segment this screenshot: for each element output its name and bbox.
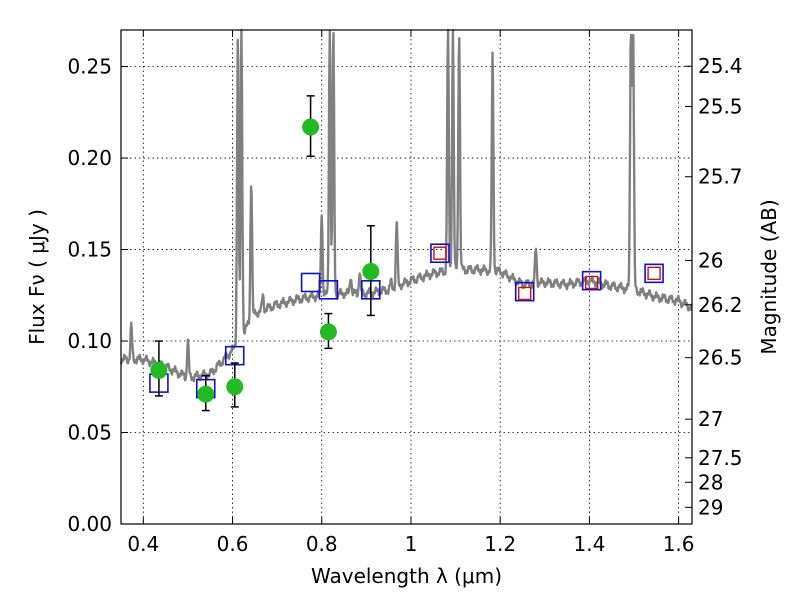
x-tick-label: 0.6: [217, 532, 249, 556]
right-tick-label: 26.5: [698, 346, 743, 370]
observed-photometry-point: [319, 323, 337, 341]
right-tick-label: 27: [698, 407, 723, 431]
plot-frame: [120, 29, 693, 525]
model-photometry-square: [514, 281, 535, 302]
observed-photometry-point: [197, 385, 215, 403]
spectrum-layer: [119, 28, 693, 383]
y-tick-label: 0.15: [67, 238, 112, 262]
model-photometry-square: [581, 270, 602, 291]
right-tick-label: 27.5: [698, 446, 743, 470]
x-axis-title: Wavelength λ (μm): [311, 564, 502, 588]
y-axis-title: Flux Fν ( μJy ): [25, 209, 49, 345]
y-tick-label: 0.20: [67, 146, 112, 170]
x-tick-label: 0.4: [127, 532, 159, 556]
model-photometry-square: [300, 272, 321, 293]
observed-photometry-point: [302, 118, 320, 136]
model-photometry-square-red: [518, 286, 532, 301]
y-tick-label: 0.05: [67, 421, 112, 445]
right-axis-title: Magnitude (AB): [757, 199, 781, 354]
x-tick-label: 1.6: [663, 532, 695, 556]
observed-photometry-point: [150, 361, 168, 379]
x-tick-label: 1.2: [484, 532, 516, 556]
right-tick-label: 25.4: [698, 54, 743, 78]
grid-layer: [121, 30, 692, 525]
model-photometry-square-red: [647, 266, 661, 281]
model-photometry-square-red: [584, 275, 599, 290]
model-photometry-square: [430, 243, 450, 264]
y-tick-label: 0.25: [67, 55, 112, 79]
x-tick-label: 0.8: [306, 532, 338, 556]
model-photometry-square: [644, 263, 664, 284]
tick-layer: 0.4 0.6 0.8 1 1.2 1.4 1.6 0.00 0.05 0.10 0.15 0.20 0…: [67, 30, 743, 556]
right-tick-label: 25.5: [698, 94, 743, 118]
x-tick-label: 1: [405, 532, 418, 556]
spectrum-line: [119, 28, 693, 383]
right-tick-label: 26.2: [698, 293, 743, 317]
right-tick-label: 28: [698, 470, 723, 494]
right-tick-label: 26: [698, 249, 723, 273]
y-tick-label: 0.00: [67, 512, 112, 536]
observed-photometry-point: [362, 263, 380, 281]
model-photometry-square: [318, 280, 339, 300]
marker-layer: [149, 95, 664, 412]
x-tick-label: 1.4: [573, 532, 605, 556]
right-tick-label: 29: [698, 495, 723, 519]
observed-photometry-point: [226, 378, 244, 396]
right-tick-label: 25.7: [698, 165, 743, 189]
model-photometry-square-red: [433, 246, 447, 260]
y-tick-label: 0.10: [67, 329, 112, 353]
